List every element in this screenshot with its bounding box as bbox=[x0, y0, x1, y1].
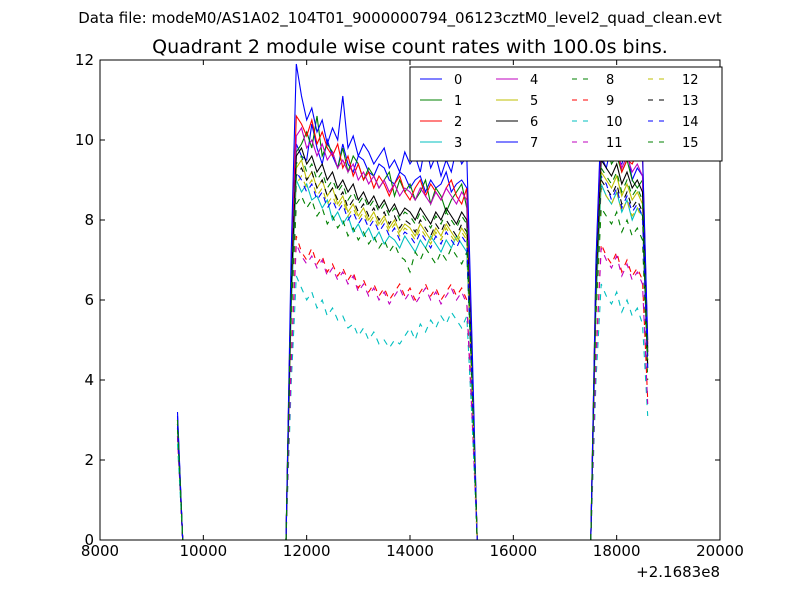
legend-label-7: 7 bbox=[530, 136, 538, 151]
series-line-0 bbox=[176, 123, 649, 541]
legend-label-15: 15 bbox=[682, 136, 699, 151]
legend-label-2: 2 bbox=[454, 115, 462, 130]
legend-label-4: 4 bbox=[530, 73, 538, 88]
data-file-label: Data file: modeM0/AS1A02_104T01_90000007… bbox=[78, 9, 722, 27]
legend-label-10: 10 bbox=[606, 115, 623, 130]
series-line-10 bbox=[176, 275, 649, 541]
series-line-6 bbox=[176, 146, 649, 541]
y-tick-label: 4 bbox=[84, 371, 94, 389]
legend-label-0: 0 bbox=[454, 73, 462, 88]
y-tick-label: 10 bbox=[75, 131, 94, 149]
legend-label-6: 6 bbox=[530, 115, 538, 130]
x-tick-label: 18000 bbox=[593, 542, 641, 560]
y-tick-label: 8 bbox=[84, 211, 94, 229]
chart-title: Quadrant 2 module wise count rates with … bbox=[152, 36, 668, 58]
legend-label-11: 11 bbox=[606, 136, 623, 151]
legend-label-3: 3 bbox=[454, 136, 462, 151]
x-tick-label: 20000 bbox=[696, 542, 744, 560]
series-line-13 bbox=[176, 166, 649, 541]
legend-label-13: 13 bbox=[682, 94, 699, 109]
x-offset-label: +2.1683e8 bbox=[636, 563, 720, 581]
series-line-9 bbox=[176, 235, 649, 541]
series-line-12 bbox=[176, 174, 649, 541]
axis-ticks: 8000 10000 12000 14000 16000 18000 20000 0 2 4 6 8 1… bbox=[75, 51, 744, 560]
x-tick-label: 10000 bbox=[179, 542, 227, 560]
legend-label-1: 1 bbox=[454, 94, 462, 109]
legend-label-14: 14 bbox=[682, 115, 699, 130]
series-line-14 bbox=[176, 170, 649, 541]
y-tick-label: 2 bbox=[84, 451, 94, 469]
series-line-8 bbox=[176, 194, 649, 541]
legend-label-5: 5 bbox=[530, 94, 538, 109]
legend-label-8: 8 bbox=[606, 73, 614, 88]
legend-box bbox=[409, 66, 723, 162]
series-line-2 bbox=[176, 114, 649, 541]
series-line-1 bbox=[176, 115, 649, 541]
y-tick-label: 12 bbox=[75, 51, 94, 69]
x-tick-label: 14000 bbox=[386, 542, 434, 560]
series-line-15 bbox=[176, 154, 649, 541]
x-tick-label: 8000 bbox=[81, 542, 119, 560]
y-tick-label: 0 bbox=[84, 531, 94, 549]
y-tick-label: 6 bbox=[84, 291, 94, 309]
legend-label-12: 12 bbox=[682, 73, 699, 88]
x-tick-label: 16000 bbox=[489, 542, 537, 560]
legend-label-9: 9 bbox=[606, 94, 614, 109]
x-tick-label: 12000 bbox=[283, 542, 331, 560]
plot-lines bbox=[176, 63, 649, 541]
series-line-11 bbox=[176, 243, 649, 541]
series-line-3 bbox=[176, 179, 649, 541]
